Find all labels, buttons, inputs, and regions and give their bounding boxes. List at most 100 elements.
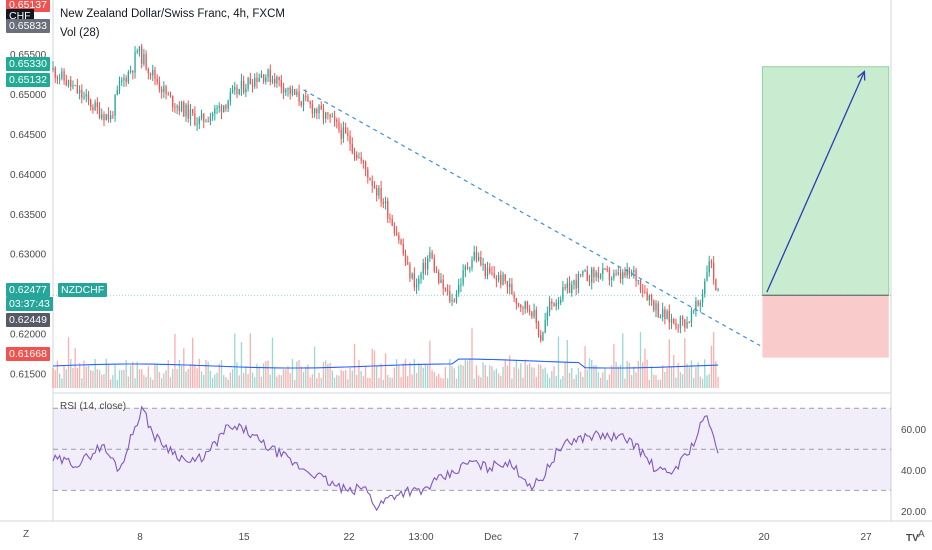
volume-bar xyxy=(524,359,526,388)
volume-bar xyxy=(537,364,540,388)
candle-body xyxy=(373,185,376,189)
candle-body xyxy=(606,268,608,271)
volume-bar xyxy=(533,367,535,388)
volume-bar xyxy=(553,366,555,388)
candle-body xyxy=(697,301,699,306)
candle-body xyxy=(442,279,444,289)
candle-body xyxy=(701,294,704,303)
candle-body xyxy=(666,310,668,319)
candle-body xyxy=(717,289,719,291)
candle-body xyxy=(382,202,384,204)
volume-bar xyxy=(477,375,480,388)
volume-bar xyxy=(511,378,513,388)
candle-body xyxy=(218,106,220,108)
candle-body xyxy=(502,274,504,285)
candle-body xyxy=(593,268,595,277)
candle-body xyxy=(677,327,679,329)
candle-body xyxy=(333,116,336,120)
candle-body xyxy=(116,90,118,95)
rsi-line xyxy=(52,405,719,512)
candle-body xyxy=(300,101,302,106)
volume-bar xyxy=(393,367,396,388)
candle-body xyxy=(466,266,469,269)
volume-bar xyxy=(670,367,673,388)
candle-body xyxy=(548,301,551,312)
volume-bar xyxy=(189,364,192,388)
volume-bar xyxy=(593,365,595,388)
volume-bar xyxy=(347,379,349,388)
candle-body xyxy=(537,322,540,336)
zoom-button[interactable]: Z xyxy=(23,529,30,540)
candle-body xyxy=(477,256,480,261)
candle-body xyxy=(160,88,163,93)
volume-bar xyxy=(540,364,542,388)
candle-body xyxy=(440,279,442,283)
candle-body xyxy=(103,114,105,121)
time-tick-label: 8 xyxy=(137,532,143,543)
volume-bar xyxy=(404,358,407,388)
candle-body xyxy=(58,78,61,80)
candle-body xyxy=(597,272,600,278)
volume-bar xyxy=(56,360,59,388)
candle-body xyxy=(149,72,152,76)
volume-bar xyxy=(458,365,460,388)
candle-body xyxy=(426,258,429,270)
volume-bar xyxy=(192,337,194,388)
candle-body xyxy=(659,316,662,318)
auto-scale-button[interactable]: A xyxy=(918,529,925,540)
candle-body xyxy=(528,309,531,312)
candle-body xyxy=(364,161,367,170)
volume-bar xyxy=(300,366,302,388)
volume-bar xyxy=(351,370,353,388)
volume-bar xyxy=(203,374,205,388)
candle-body xyxy=(85,94,87,97)
volume-bar xyxy=(207,361,209,388)
candle-body xyxy=(455,293,458,302)
candle-body xyxy=(287,87,289,90)
volume-bar xyxy=(178,359,181,388)
volume-bar xyxy=(622,333,624,388)
volume-bar xyxy=(302,371,305,388)
candle-body xyxy=(98,107,101,118)
volume-indicator-label[interactable]: Vol (28) xyxy=(60,27,100,39)
volume-bar xyxy=(442,378,444,388)
rsi-tick-label: 40.00 xyxy=(901,466,926,477)
candle-body xyxy=(158,82,161,89)
volume-bar xyxy=(462,365,464,388)
volume-bar xyxy=(256,363,258,388)
volume-bar xyxy=(642,362,644,388)
volume-bar xyxy=(54,370,56,388)
volume-bar xyxy=(234,333,236,388)
volume-bar xyxy=(426,364,429,388)
volume-bar xyxy=(466,360,469,388)
candle-body xyxy=(635,270,637,281)
volume-bar xyxy=(380,363,382,388)
candle-body xyxy=(611,278,613,280)
candle-body xyxy=(650,295,653,301)
volume-bar xyxy=(242,372,245,388)
volume-bar xyxy=(579,371,582,388)
volume-bar xyxy=(611,365,613,388)
volume-bar xyxy=(697,362,699,388)
candle-body xyxy=(453,300,455,302)
candle-body xyxy=(169,95,172,97)
volume-bar xyxy=(650,366,653,388)
volume-bar xyxy=(333,377,336,388)
candle-body xyxy=(557,302,560,304)
tradingview-logo: TV xyxy=(906,533,919,544)
volume-bar xyxy=(236,362,238,388)
volume-bar xyxy=(165,370,167,388)
candle-body xyxy=(712,262,715,280)
candle-body xyxy=(90,99,92,108)
volume-bar xyxy=(708,373,710,388)
volume-bar xyxy=(285,369,287,388)
candle-body xyxy=(509,283,511,288)
volume-bar xyxy=(684,338,686,388)
volume-bar xyxy=(449,359,451,388)
candle-body xyxy=(395,233,398,236)
volume-bar xyxy=(407,376,409,388)
candle-body xyxy=(125,77,127,82)
volume-bar xyxy=(336,375,338,388)
